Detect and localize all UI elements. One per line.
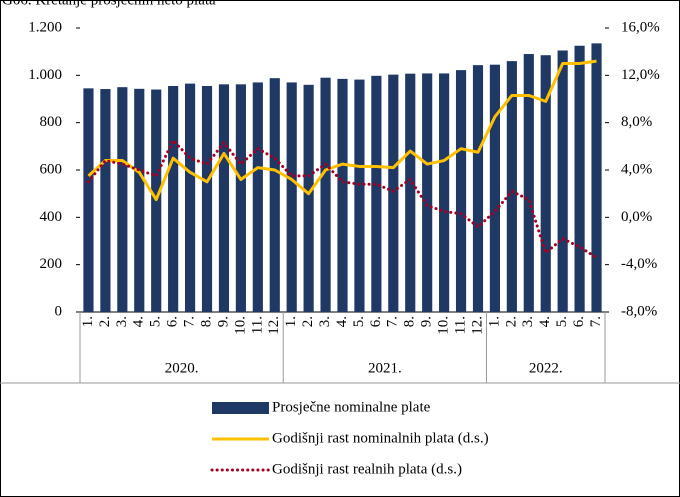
bar bbox=[320, 77, 331, 312]
bar bbox=[269, 78, 280, 312]
line-series bbox=[86, 138, 599, 260]
bar bbox=[252, 82, 263, 312]
x-tick-label: 6. bbox=[571, 316, 587, 327]
bar bbox=[286, 82, 297, 312]
bar bbox=[218, 84, 230, 313]
bar bbox=[388, 74, 399, 312]
x-tick-label: 7. bbox=[385, 316, 401, 327]
x-tick-label: 10. bbox=[232, 316, 248, 335]
x-tick-label: 2. bbox=[300, 316, 316, 327]
x-tick-label: 5. bbox=[148, 316, 164, 327]
bar bbox=[574, 45, 585, 312]
year-label: 2020. bbox=[165, 360, 199, 376]
x-tick-label: 11. bbox=[452, 316, 468, 334]
y-tick-label: 1.200 bbox=[28, 19, 62, 35]
y2-tick-label: 12,0% bbox=[621, 67, 660, 83]
x-tick-label: 6. bbox=[165, 316, 181, 327]
y-tick-label: 400 bbox=[40, 209, 63, 225]
bar bbox=[422, 73, 433, 312]
x-tick-label: 11. bbox=[249, 316, 265, 334]
x-tick-label: 6. bbox=[368, 316, 384, 327]
bar bbox=[557, 50, 568, 312]
x-tick-label: 9. bbox=[215, 316, 231, 327]
bar bbox=[235, 84, 246, 313]
y-tick-label: 800 bbox=[40, 114, 63, 130]
bar bbox=[591, 43, 602, 313]
legend-label: Godišnji rast nominalnih plata (d.s.) bbox=[272, 430, 489, 446]
x-tick-label: 1. bbox=[283, 316, 299, 327]
x-tick-label: 8. bbox=[402, 316, 418, 327]
x-tick-label: 5. bbox=[351, 316, 367, 327]
x-tick-label: 12. bbox=[266, 316, 282, 335]
bar bbox=[354, 79, 365, 313]
bar bbox=[100, 89, 111, 312]
x-tick-label: 12. bbox=[469, 316, 485, 335]
bar bbox=[489, 64, 500, 312]
x-tick-label: 7. bbox=[588, 316, 604, 327]
x-tick-label: 5. bbox=[554, 316, 570, 327]
x-tick-label: 9. bbox=[419, 316, 435, 327]
y-tick-label: 1.000 bbox=[28, 67, 62, 83]
x-tick-label: 10. bbox=[436, 316, 452, 335]
bar bbox=[134, 88, 145, 312]
y2-tick-label: -8,0% bbox=[621, 303, 657, 319]
y2-tick-label: 8,0% bbox=[621, 114, 652, 130]
x-tick-label: 3. bbox=[114, 316, 130, 327]
x-tick-label: 4. bbox=[334, 316, 350, 327]
y2-tick-label: 4,0% bbox=[621, 161, 652, 177]
x-tick-label: 8. bbox=[198, 316, 214, 327]
x-tick-label: 2. bbox=[97, 316, 113, 327]
line-series bbox=[87, 59, 597, 202]
x-tick-label: 1. bbox=[80, 316, 96, 327]
chart-title: G06. Kretanje prosječnih neto plata bbox=[2, 0, 216, 8]
bar bbox=[201, 85, 213, 312]
bar bbox=[371, 75, 382, 312]
bar bbox=[439, 73, 450, 312]
year-label: 2022. bbox=[529, 360, 563, 376]
bar bbox=[117, 87, 128, 313]
x-tick-label: 3. bbox=[520, 316, 536, 327]
y-tick-label: 600 bbox=[40, 161, 63, 177]
y2-tick-label: -4,0% bbox=[621, 256, 657, 272]
x-tick-label: 4. bbox=[131, 316, 147, 327]
bar bbox=[168, 85, 179, 312]
y2-tick-label: 0,0% bbox=[621, 209, 652, 225]
bar bbox=[506, 61, 517, 313]
y-tick-label: 200 bbox=[40, 256, 63, 272]
legend-swatch bbox=[212, 402, 269, 414]
legend-label: Prosječne nominalne plate bbox=[272, 399, 431, 415]
x-tick-label: 1. bbox=[486, 316, 502, 327]
y-tick-label: 0 bbox=[55, 303, 63, 319]
y2-tick-label: 16,0% bbox=[621, 19, 660, 35]
x-tick-label: 7. bbox=[182, 316, 198, 327]
x-tick-label: 4. bbox=[537, 316, 553, 327]
bar bbox=[540, 55, 551, 312]
bar bbox=[472, 65, 484, 312]
bar bbox=[455, 70, 467, 312]
bar bbox=[83, 88, 94, 312]
year-label: 2021. bbox=[368, 360, 402, 376]
x-tick-label: 3. bbox=[317, 316, 333, 327]
bar bbox=[337, 78, 348, 312]
bar bbox=[405, 73, 416, 312]
bar bbox=[303, 84, 314, 312]
bar bbox=[185, 83, 196, 312]
legend-label: Godišnji rast realnih plata (d.s.) bbox=[272, 461, 462, 477]
x-tick-label: 2. bbox=[503, 316, 519, 327]
bar bbox=[523, 54, 534, 313]
